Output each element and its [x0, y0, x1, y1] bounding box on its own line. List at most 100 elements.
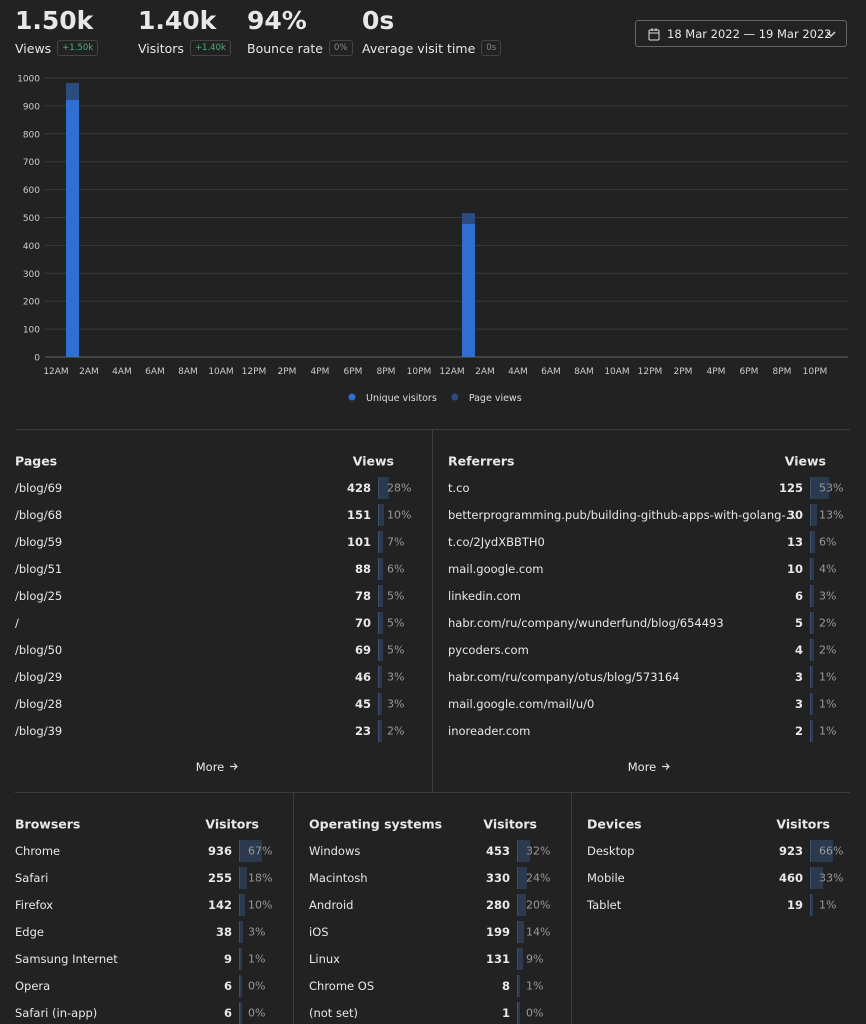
row-label[interactable]: Safari (in-app) — [15, 1006, 98, 1020]
row-label[interactable]: Firefox — [15, 898, 54, 912]
row-count: 151 — [346, 508, 371, 522]
row-count: 453 — [485, 844, 510, 858]
row-count: 280 — [485, 898, 510, 912]
percent-bar — [239, 921, 243, 943]
row-label[interactable]: habr.com/ru/company/otus/blog/573164 — [448, 670, 680, 684]
percent-bar — [239, 867, 248, 889]
row-count: 4 — [794, 643, 803, 657]
chevron — [826, 31, 836, 37]
row-label[interactable]: pycoders.com — [448, 643, 529, 657]
percent-bar — [810, 840, 833, 862]
percent-bar — [810, 612, 814, 634]
row-count: 38 — [215, 925, 232, 939]
row-label[interactable]: t.co/2JydXBBTH0 — [448, 535, 545, 549]
row-label[interactable]: /blog/59 — [15, 535, 63, 549]
stat-label: Visitors — [138, 41, 184, 56]
percent-bar — [517, 1002, 520, 1024]
row-count: 330 — [485, 871, 510, 885]
row-count: 69 — [354, 643, 371, 657]
x-tick-label: 12PM — [638, 367, 663, 377]
row-label[interactable]: /blog/51 — [15, 562, 63, 576]
row-label[interactable]: Desktop — [587, 844, 635, 858]
row-count: 46 — [354, 670, 371, 684]
row-label[interactable]: (not set) — [309, 1006, 359, 1020]
row-label[interactable]: mail.google.com/mail/u/0 — [448, 697, 595, 711]
divider — [432, 430, 433, 792]
chart: 0 100 200 300 400 500 600 700 800 900 1000 12AM 2AM 4… — [17, 75, 848, 404]
percent-bar — [378, 693, 382, 715]
row-label[interactable]: betterprogramming.pub/building-github-ap… — [448, 508, 797, 522]
row-percent: 53% — [819, 481, 844, 495]
stat-value: 1.40k — [138, 6, 217, 35]
row-percent: 1% — [526, 979, 544, 993]
row-label[interactable]: Safari — [15, 871, 49, 885]
column-header: Visitors — [205, 816, 259, 832]
row-count: 125 — [778, 481, 803, 495]
y-tick-label: 100 — [23, 326, 40, 336]
row-count: 101 — [346, 535, 371, 549]
row-percent: 5% — [387, 589, 405, 603]
row-label[interactable]: habr.com/ru/company/wunderfund/blog/6544… — [448, 616, 724, 630]
row-label[interactable]: iOS — [309, 925, 329, 939]
row-percent: 3% — [819, 589, 837, 603]
row-label[interactable]: Samsung Internet — [15, 952, 118, 966]
row-label[interactable]: t.co — [448, 481, 470, 495]
percent-bar — [810, 639, 814, 661]
row-label[interactable]: mail.google.com — [448, 562, 544, 576]
row-label[interactable]: Linux — [309, 952, 340, 966]
stat-value: 0s — [362, 6, 395, 35]
row-count: 3 — [794, 697, 803, 711]
calendar-icon — [648, 28, 660, 41]
row-count: 9 — [223, 952, 232, 966]
row-percent: 3% — [387, 697, 405, 711]
row-label[interactable]: Android — [309, 898, 354, 912]
row-label[interactable]: Chrome OS — [309, 979, 375, 993]
row-label[interactable]: /blog/50 — [15, 643, 63, 657]
row-label[interactable]: Macintosh — [309, 871, 368, 885]
row-count: 5 — [794, 616, 803, 630]
more-link[interactable]: More — [627, 760, 657, 774]
row-label[interactable]: /blog/29 — [15, 670, 63, 684]
percent-bar — [378, 666, 382, 688]
row-label[interactable]: / — [15, 616, 19, 630]
row-count: 23 — [354, 724, 371, 738]
x-tick-label: 8PM — [773, 367, 792, 377]
more-link[interactable]: More — [195, 760, 225, 774]
x-tick-label: 2PM — [674, 367, 693, 377]
row-label[interactable]: /blog/39 — [15, 724, 63, 738]
row-label[interactable]: /blog/69 — [15, 481, 63, 495]
row-label[interactable]: Opera — [15, 979, 51, 993]
percent-bar — [378, 720, 382, 742]
row-percent: 1% — [819, 670, 837, 684]
row-label[interactable]: /blog/68 — [15, 508, 63, 522]
percent-bar — [810, 693, 814, 715]
percent-bar — [810, 894, 814, 916]
arrow-icon — [662, 763, 671, 770]
row-percent: 2% — [819, 616, 837, 630]
row-label[interactable]: /blog/28 — [15, 697, 63, 711]
row-percent: 33% — [819, 871, 844, 885]
y-tick-label: 300 — [23, 270, 40, 280]
row-count: 255 — [207, 871, 232, 885]
percent-bar — [378, 477, 390, 499]
x-tick-label: 8AM — [574, 367, 594, 377]
date-picker[interactable]: 18 Mar 2022 — 19 Mar 2022 — [635, 20, 847, 47]
row-percent: 9% — [526, 952, 544, 966]
percent-bar — [378, 585, 383, 607]
row-count: 923 — [778, 844, 803, 858]
row-label[interactable]: Tablet — [587, 898, 622, 912]
row-label[interactable]: /blog/25 — [15, 589, 63, 603]
row-label[interactable]: Mobile — [587, 871, 625, 885]
row-percent: 1% — [819, 898, 837, 912]
row-label[interactable]: linkedin.com — [448, 589, 522, 603]
x-tick-label: 10PM — [803, 367, 828, 377]
row-label[interactable]: Windows — [309, 844, 361, 858]
x-tick-label: 4PM — [707, 367, 726, 377]
percent-bar — [378, 531, 384, 553]
row-label[interactable]: Chrome — [15, 844, 61, 858]
row-label[interactable]: inoreader.com — [448, 724, 531, 738]
row-percent: 24% — [526, 871, 551, 885]
row-label[interactable]: Edge — [15, 925, 44, 939]
row-count: 936 — [207, 844, 232, 858]
